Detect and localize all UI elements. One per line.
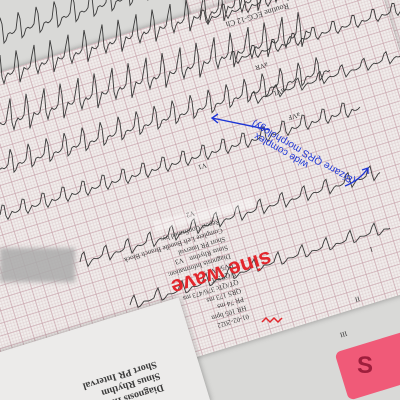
ecg-trace — [0, 102, 361, 221]
curved-arrow-head — [361, 167, 369, 174]
ecg-trace — [199, 0, 289, 26]
arrow-line — [211, 117, 271, 131]
ecg-trace — [0, 12, 311, 132]
ecg-trace — [0, 0, 149, 45]
ecg-trace — [79, 165, 381, 268]
sine-squiggle — [261, 316, 283, 324]
curved-arrow — [344, 167, 369, 187]
ecg-trace — [229, 2, 400, 65]
ecg-trace — [0, 0, 278, 86]
arrow-head — [210, 113, 219, 124]
redacted-patch — [0, 248, 75, 282]
ecg-trace — [249, 50, 400, 105]
pink-card-letter: S — [357, 352, 374, 379]
ecg-trace — [129, 221, 391, 308]
